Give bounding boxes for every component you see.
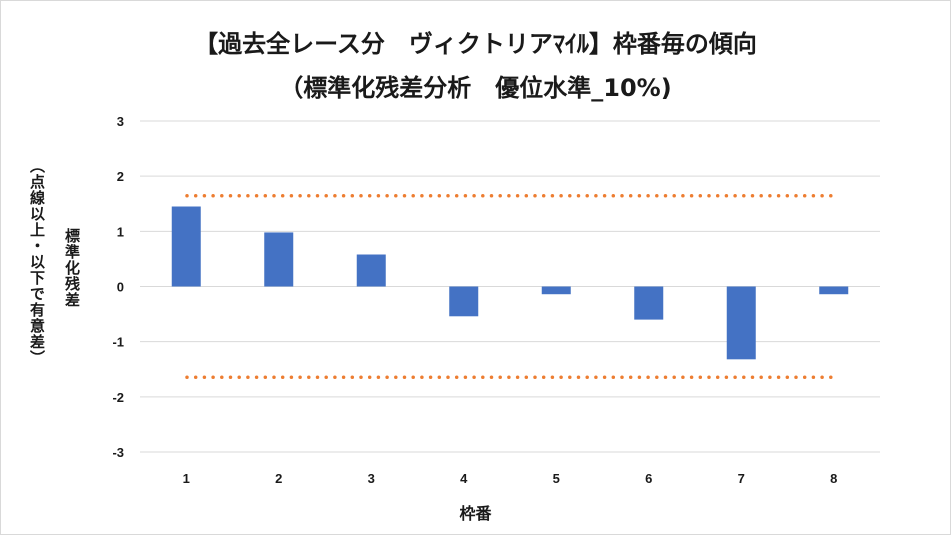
x-tick-label: 3 [368, 471, 375, 486]
y-tick-label: -2 [112, 390, 124, 405]
y-tick-label: 0 [117, 280, 124, 295]
y-tick-label: 2 [117, 169, 124, 184]
chart-title: 【過去全レース分 ヴィクトリアﾏｲﾙ】枠番毎の傾向 [194, 30, 757, 58]
y-axis-note: （点線以上・以下で有意差） [28, 158, 46, 366]
y-tick-label: 1 [117, 224, 124, 239]
x-tick-label: 1 [183, 471, 190, 486]
bar-4 [449, 286, 479, 317]
x-tick-labels: 1 2 3 4 5 6 7 8 [183, 471, 838, 486]
y-tick-label: -1 [112, 335, 124, 350]
bar-1 [171, 206, 201, 287]
x-tick-label: 4 [460, 471, 468, 486]
threshold-lines [185, 194, 836, 379]
x-tick-label: 8 [830, 471, 837, 486]
chart-subtitle: （標準化残差分析 優位水準_10%) [279, 74, 672, 102]
bar-7 [726, 286, 756, 360]
x-tick-label: 2 [275, 471, 282, 486]
gridlines [140, 120, 880, 453]
bar-5 [541, 286, 571, 295]
x-tick-label: 7 [738, 471, 745, 486]
x-tick-label: 5 [553, 471, 560, 486]
y-tick-labels: 3 2 1 0 -1 -2 -3 [112, 114, 124, 460]
y-tick-label: 3 [117, 114, 124, 129]
x-tick-label: 6 [645, 471, 652, 486]
y-tick-label: -3 [112, 445, 124, 460]
y-axis-label: 標準化残差 [63, 228, 81, 308]
bar-8 [819, 286, 849, 295]
bar-6 [634, 286, 664, 320]
x-axis-label: 枠番 [459, 504, 492, 523]
bars [171, 206, 849, 360]
bar-2 [264, 232, 294, 287]
bar-3 [356, 254, 386, 287]
